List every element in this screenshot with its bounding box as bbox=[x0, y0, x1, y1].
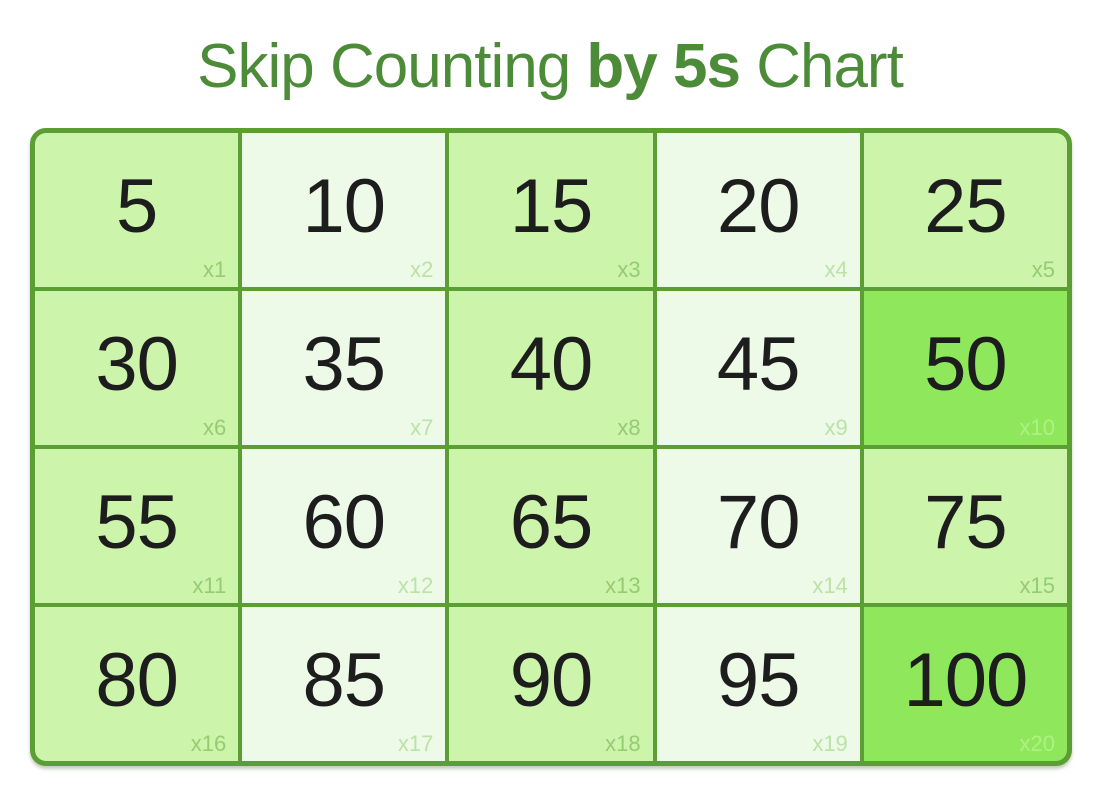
title-prefix: Skip Counting bbox=[197, 32, 587, 101]
grid-cell: 35 x7 bbox=[242, 291, 446, 445]
grid-cell: 30 x6 bbox=[35, 291, 239, 445]
cell-multiplier: x19 bbox=[812, 731, 848, 756]
grid-cell: 15 x3 bbox=[449, 133, 653, 287]
cell-multiplier: x7 bbox=[410, 415, 434, 440]
cell-multiplier: x14 bbox=[812, 573, 848, 598]
cell-multiplier: x13 bbox=[605, 573, 641, 598]
grid-cell: 75 x15 bbox=[863, 449, 1067, 603]
cell-multiplier: x6 bbox=[202, 415, 227, 440]
grid-cell: 60 x12 bbox=[242, 449, 446, 603]
title-highlight: by 5s bbox=[586, 32, 741, 101]
grid-cell: 50 x10 bbox=[863, 291, 1067, 445]
cell-multiplier: x16 bbox=[190, 731, 227, 756]
grid-cell: 40 x8 bbox=[449, 291, 653, 445]
grid-cell: 90 x18 bbox=[449, 607, 653, 761]
grid-cell: 25 x5 bbox=[863, 133, 1067, 287]
grid-cell: 100 x20 bbox=[863, 607, 1067, 761]
cell-value: 5 bbox=[115, 164, 158, 249]
cell-value: 95 bbox=[716, 638, 801, 723]
cell-multiplier: x15 bbox=[1019, 573, 1055, 598]
cell-value: 50 bbox=[924, 322, 1008, 407]
cell-value: 40 bbox=[509, 322, 594, 407]
cell-multiplier: x18 bbox=[605, 731, 641, 756]
cell-value: 45 bbox=[716, 322, 801, 407]
cell-value: 100 bbox=[903, 638, 1028, 723]
grid-cell: 80 x16 bbox=[35, 607, 239, 761]
cell-value: 30 bbox=[95, 322, 179, 407]
cell-value: 10 bbox=[302, 164, 387, 249]
cell-value: 15 bbox=[509, 164, 594, 249]
cell-value: 55 bbox=[95, 480, 179, 565]
cell-multiplier: x17 bbox=[397, 731, 434, 756]
grid-cell: 95 x19 bbox=[656, 607, 860, 761]
cell-multiplier: x3 bbox=[617, 257, 641, 282]
cell-value: 65 bbox=[509, 480, 594, 565]
cell-multiplier: x8 bbox=[617, 415, 641, 440]
cell-value: 70 bbox=[716, 480, 801, 565]
cell-value: 85 bbox=[302, 638, 387, 723]
cell-multiplier: x12 bbox=[397, 573, 434, 598]
cell-value: 35 bbox=[302, 322, 387, 407]
skip-counting-grid: 5 x1 10 x2 15 x3 20 x4 25 x5 30 x6 35 x7 40 x8 45 x9 50 x10… bbox=[30, 128, 1072, 766]
grid-cell: 45 x9 bbox=[656, 291, 860, 445]
cell-value: 25 bbox=[924, 164, 1008, 249]
cell-value: 75 bbox=[924, 480, 1008, 565]
grid-cell: 85 x17 bbox=[242, 607, 446, 761]
grid-cell: 20 x4 bbox=[656, 133, 860, 287]
grid-cell: 70 x14 bbox=[656, 449, 860, 603]
cell-multiplier: x10 bbox=[1019, 415, 1055, 440]
title-suffix: Chart bbox=[739, 32, 904, 101]
grid-cell: 5 x1 bbox=[35, 133, 239, 287]
cell-multiplier: x4 bbox=[824, 257, 848, 282]
cell-multiplier: x9 bbox=[824, 415, 848, 440]
cell-multiplier: x20 bbox=[1019, 731, 1055, 756]
cell-multiplier: x11 bbox=[192, 573, 227, 598]
page-title: Skip Counting by 5s Chart bbox=[0, 36, 1100, 98]
grid-cell: 65 x13 bbox=[449, 449, 653, 603]
grid-cell: 10 x2 bbox=[242, 133, 446, 287]
cell-multiplier: x2 bbox=[410, 257, 434, 282]
cell-multiplier: x1 bbox=[202, 257, 227, 282]
cell-value: 90 bbox=[509, 638, 594, 723]
cell-value: 60 bbox=[302, 480, 387, 565]
cell-multiplier: x5 bbox=[1031, 257, 1055, 282]
cell-value: 80 bbox=[95, 638, 179, 723]
cell-value: 20 bbox=[716, 164, 801, 249]
grid-cell: 55 x11 bbox=[35, 449, 239, 603]
